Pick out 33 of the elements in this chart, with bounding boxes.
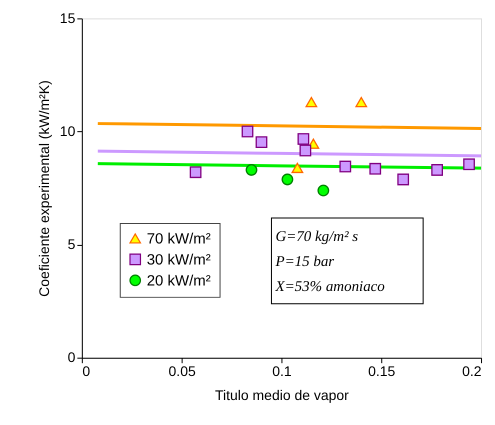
- point: [431, 164, 443, 176]
- point: [355, 96, 368, 108]
- annotation: X=53% amoniaco: [274, 278, 386, 295]
- point: [282, 174, 294, 186]
- annotation: P=15 bar: [274, 254, 334, 270]
- point: [242, 126, 254, 138]
- legend-label: 70 kW/m²: [146, 230, 211, 248]
- y-tick-label: 0: [68, 349, 76, 366]
- point: [300, 144, 312, 156]
- x-tick-label: 0.1: [272, 363, 292, 380]
- annotation: G=70 kg/m² s: [275, 228, 358, 245]
- point: [339, 160, 352, 172]
- point: [369, 162, 382, 175]
- legend-label: 20 kW/m²: [146, 272, 211, 290]
- x-tick-label: 0.15: [368, 363, 396, 380]
- x-tick-label: 0: [82, 363, 90, 380]
- point: [190, 166, 202, 178]
- x-tick-label: 0.05: [168, 363, 196, 380]
- y-axis-title: Coeficiente experimental (kW/m²K): [36, 80, 52, 297]
- x-tick-label: 0.2: [462, 363, 482, 380]
- y-tick-label: 5: [68, 236, 76, 252]
- legend-label: 30 kW/m²: [146, 251, 211, 268]
- point: [246, 164, 258, 176]
- point: [292, 162, 304, 174]
- point: [463, 158, 475, 170]
- point: [305, 96, 318, 108]
- y-tick-label: 10: [60, 122, 76, 139]
- point: [256, 136, 268, 148]
- x-axis-title: Titulo medio de vapor: [215, 387, 350, 404]
- point: [298, 133, 310, 145]
- point: [317, 184, 330, 196]
- point: [397, 174, 410, 186]
- y-tick-label: 15: [60, 10, 76, 26]
